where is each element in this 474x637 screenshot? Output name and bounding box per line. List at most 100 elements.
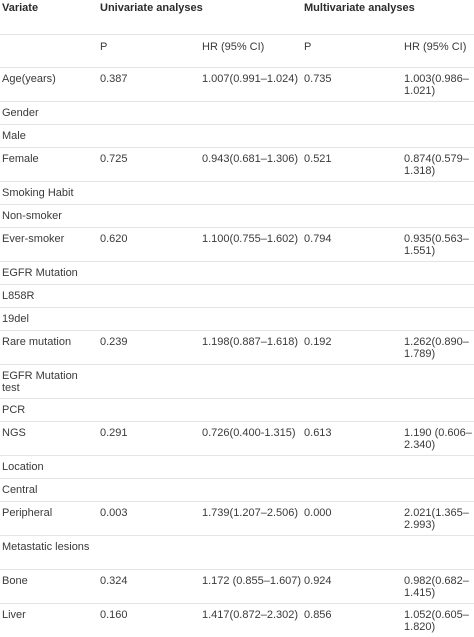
- multivariate-hr: [402, 262, 474, 285]
- multivariate-p: [302, 205, 402, 228]
- multivariate-p: 0.735: [302, 68, 402, 102]
- multivariate-p: [302, 182, 402, 205]
- multivariate-hr: [402, 479, 474, 502]
- univariate-p: [98, 479, 200, 502]
- univariate-hr: [200, 456, 302, 479]
- univariate-hr: [200, 285, 302, 308]
- univariate-hr: 1.100(0.755–1.602): [200, 228, 302, 262]
- row-label: Peripheral: [0, 502, 98, 536]
- univariate-hr: [200, 102, 302, 125]
- multivariate-p: [302, 308, 402, 331]
- univariate-hr: 1.007(0.991–1.024): [200, 68, 302, 102]
- header-multivariate-p: P: [302, 35, 402, 68]
- multivariate-hr: [402, 285, 474, 308]
- header-multivariate: Multivariate analyses: [302, 0, 474, 35]
- multivariate-hr: [402, 399, 474, 422]
- multivariate-p: [302, 479, 402, 502]
- multivariate-p: [302, 536, 402, 570]
- multivariate-p: [302, 399, 402, 422]
- row-label: Liver: [0, 604, 98, 637]
- table-row: L858R: [0, 285, 474, 308]
- multivariate-hr: [402, 125, 474, 148]
- univariate-p: 0.725: [98, 148, 200, 182]
- table-row: Male: [0, 125, 474, 148]
- multivariate-p: [302, 125, 402, 148]
- univariate-hr: 1.198(0.887–1.618): [200, 331, 302, 365]
- univariate-hr: 0.943(0.681–1.306): [200, 148, 302, 182]
- table-row: PCR: [0, 399, 474, 422]
- multivariate-p: 0.856: [302, 604, 402, 637]
- univariate-p: [98, 456, 200, 479]
- multivariate-hr: [402, 308, 474, 331]
- row-label: Ever-smoker: [0, 228, 98, 262]
- multivariate-p: 0.924: [302, 570, 402, 604]
- row-label: 19del: [0, 308, 98, 331]
- multivariate-hr: 0.874(0.579–1.318): [402, 148, 474, 182]
- table-row: EGFR Mutation test: [0, 365, 474, 399]
- row-label: EGFR Mutation test: [0, 365, 98, 399]
- univariate-p: 0.620: [98, 228, 200, 262]
- univariate-hr: [200, 182, 302, 205]
- multivariate-p: [302, 262, 402, 285]
- univariate-p: 0.003: [98, 502, 200, 536]
- univariate-p: [98, 285, 200, 308]
- univariate-p: [98, 308, 200, 331]
- multivariate-p: 0.521: [302, 148, 402, 182]
- univariate-p: [98, 399, 200, 422]
- multivariate-hr: 1.262(0.890–1.789): [402, 331, 474, 365]
- row-label: L858R: [0, 285, 98, 308]
- multivariate-hr: [402, 102, 474, 125]
- multivariate-hr: [402, 182, 474, 205]
- row-label: Rare mutation: [0, 331, 98, 365]
- univariate-hr: [200, 125, 302, 148]
- header-univariate-p: P: [98, 35, 200, 68]
- multivariate-hr: [402, 365, 474, 399]
- table-row: Central: [0, 479, 474, 502]
- row-label: Gender: [0, 102, 98, 125]
- univariate-p: [98, 182, 200, 205]
- header-multivariate-hr: HR (95% CI): [402, 35, 474, 68]
- multivariate-hr: 1.052(0.605–1.820): [402, 604, 474, 637]
- univariate-p: [98, 536, 200, 570]
- univariate-p: [98, 102, 200, 125]
- table-row: 19del: [0, 308, 474, 331]
- multivariate-p: 0.192: [302, 331, 402, 365]
- row-label: Male: [0, 125, 98, 148]
- table-row: Non-smoker: [0, 205, 474, 228]
- row-label: PCR: [0, 399, 98, 422]
- univariate-p: [98, 365, 200, 399]
- table-row: EGFR Mutation: [0, 262, 474, 285]
- univariate-hr: [200, 365, 302, 399]
- multivariate-hr: [402, 456, 474, 479]
- row-label: Metastatic lesions: [0, 536, 98, 570]
- header-univariate: Univariate analyses: [98, 0, 302, 35]
- univariate-hr: 1.417(0.872–2.302): [200, 604, 302, 637]
- multivariate-p: 0.000: [302, 502, 402, 536]
- multivariate-hr: 1.190 (0.606–2.340): [402, 422, 474, 456]
- table-row: Smoking Habit: [0, 182, 474, 205]
- header-blank: [0, 35, 98, 68]
- multivariate-p: 0.613: [302, 422, 402, 456]
- table-row: Location: [0, 456, 474, 479]
- multivariate-hr: [402, 536, 474, 570]
- row-label: Non-smoker: [0, 205, 98, 228]
- multivariate-p: [302, 456, 402, 479]
- multivariate-p: [302, 285, 402, 308]
- header-variate: Variate: [0, 0, 98, 35]
- multivariate-hr: 0.935(0.563–1.551): [402, 228, 474, 262]
- univariate-p: 0.324: [98, 570, 200, 604]
- univariate-p: 0.291: [98, 422, 200, 456]
- multivariate-hr: 1.003(0.986–1.021): [402, 68, 474, 102]
- univariate-hr: 1.172 (0.855–1.607): [200, 570, 302, 604]
- multivariate-hr: 2.021(1.365–2.993): [402, 502, 474, 536]
- row-label: EGFR Mutation: [0, 262, 98, 285]
- row-label: Female: [0, 148, 98, 182]
- row-label: Central: [0, 479, 98, 502]
- table-row: Gender: [0, 102, 474, 125]
